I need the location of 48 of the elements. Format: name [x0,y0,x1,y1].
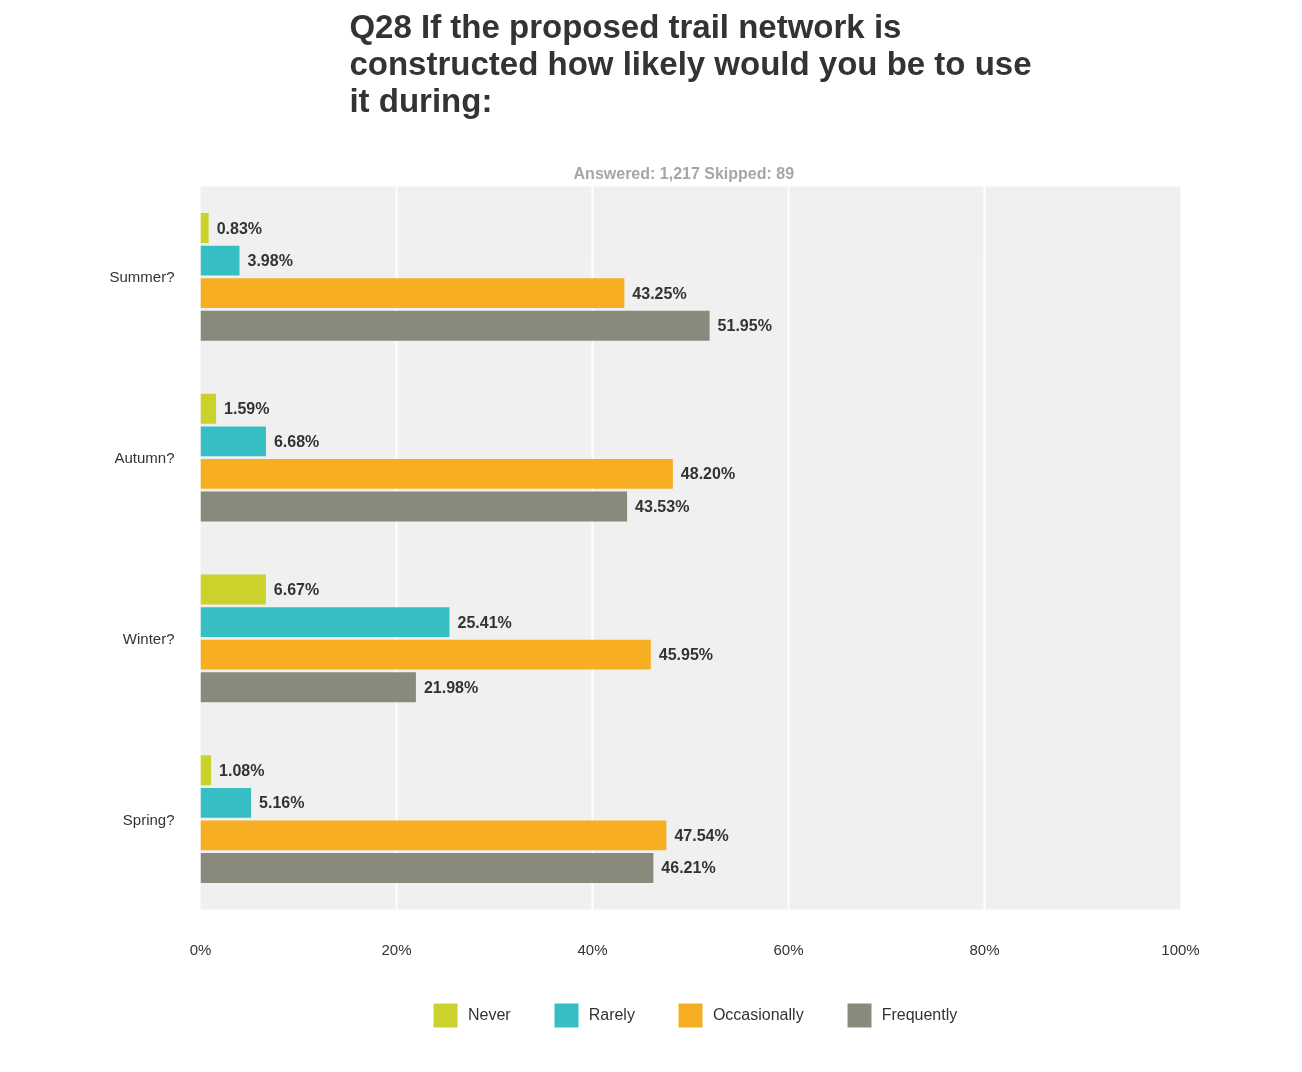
data-label: 43.25% [632,284,687,302]
legend-label: Rarely [588,1006,635,1024]
bar [200,820,667,851]
data-label: 21.98% [423,678,479,696]
bar [200,245,240,276]
bar [200,639,651,670]
data-label: 6.68% [273,432,320,450]
data-label: 1.59% [224,400,270,418]
legend-label: Frequently [881,1006,958,1024]
data-label: 5.16% [259,794,305,812]
data-label: 0.83% [216,219,263,237]
bar [200,310,710,341]
data-label: 3.98% [247,252,293,270]
data-label: 1.08% [219,761,265,779]
chart-subtitle: Answered: 1,217 Skipped: 89 [573,164,795,182]
data-label: 51.95% [717,317,772,335]
chart-title: Q28 If the proposed trail network is constructed how likely would you be to use it during: [349,7,1032,119]
bar [200,607,450,638]
bar [200,393,217,424]
bar [200,426,266,457]
bar [200,491,628,522]
bar [200,852,654,883]
bar [200,574,266,605]
legend-label: Never [468,1006,511,1024]
x-tick-label: 80% [969,940,1000,958]
x-tick-label: 40% [577,940,608,958]
bar [200,755,212,786]
x-tick-label: 20% [381,940,412,958]
x-tick-label: 100% [1161,940,1200,958]
y-tick-label: Summer? [109,268,175,286]
y-tick-label: Spring? [122,810,175,828]
data-label: 46.21% [661,859,716,877]
data-label: 6.67% [273,581,320,599]
bar [200,672,416,703]
x-tick-label: 60% [773,940,804,958]
legend-label: Occasionally [712,1006,804,1024]
bar [200,278,625,309]
x-tick-label: 0% [189,940,212,958]
data-label: 48.20% [680,465,736,483]
y-tick-label: Winter? [122,629,175,647]
data-label: 25.41% [457,613,512,631]
data-label: 47.54% [674,826,729,844]
bar [200,458,673,489]
data-label: 45.95% [658,646,714,664]
y-tick-label: Autumn? [114,449,175,467]
bar [200,213,209,244]
bar [200,787,252,818]
data-label: 43.53% [635,497,690,515]
